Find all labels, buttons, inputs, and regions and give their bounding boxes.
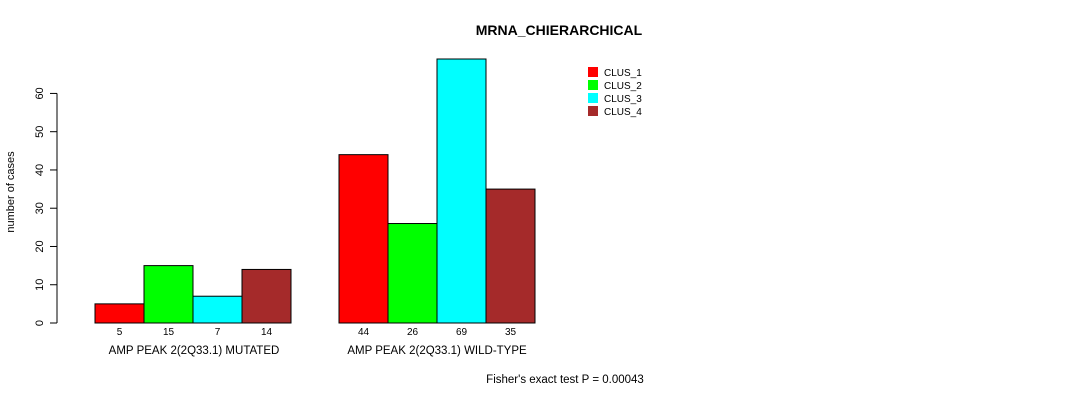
bars xyxy=(94,58,536,324)
legend-label-clus-3: CLUS_3 xyxy=(604,94,642,105)
bar-clus-1-mutated xyxy=(94,303,145,324)
y-tick-label: 60 xyxy=(34,87,46,99)
bar-clus-3-mutated xyxy=(192,295,243,324)
bar-clus-2-wild-type xyxy=(387,223,438,324)
bar-value-label: 44 xyxy=(358,327,370,338)
bar-value-label: 14 xyxy=(261,327,273,338)
y-tick-label: 0 xyxy=(34,320,46,326)
y-tick-label: 50 xyxy=(34,126,46,138)
bar-clus-4-mutated xyxy=(241,268,292,324)
bar-clus-4-wild-type xyxy=(485,188,536,324)
legend-label-clus-4: CLUS_4 xyxy=(604,107,642,118)
y-tick-label: 30 xyxy=(34,202,46,214)
y-axis: 0 10 20 30 40 50 60 xyxy=(34,87,58,326)
fisher-test-annotation: Fisher's exact test P = 0.00043 xyxy=(486,374,644,386)
legend-swatch-clus-1 xyxy=(588,67,598,77)
bar-clus-1-wild-type xyxy=(338,154,389,324)
bar-value-label: 7 xyxy=(215,327,221,338)
y-tick-label: 20 xyxy=(34,240,46,252)
x-group-label-wild-type: AMP PEAK 2(2Q33.1) WILD-TYPE xyxy=(347,345,527,357)
y-axis-label: number of cases xyxy=(5,151,17,233)
legend: CLUS_1 CLUS_2 CLUS_3 CLUS_4 xyxy=(588,67,642,118)
bar-value-labels: 5 15 7 14 44 26 69 35 xyxy=(117,327,517,338)
y-tick-label: 40 xyxy=(34,164,46,176)
bar-clus-2-mutated xyxy=(143,265,194,324)
bar-value-label: 15 xyxy=(163,327,175,338)
bar-value-label: 26 xyxy=(407,327,419,338)
bar-clus-3-wild-type xyxy=(436,58,487,324)
legend-swatch-clus-4 xyxy=(588,106,598,116)
legend-swatch-clus-2 xyxy=(588,80,598,90)
bar-value-label: 69 xyxy=(456,327,468,338)
legend-label-clus-2: CLUS_2 xyxy=(604,81,642,92)
x-group-label-mutated: AMP PEAK 2(2Q33.1) MUTATED xyxy=(109,345,280,357)
bar-value-label: 35 xyxy=(505,327,517,338)
y-tick-label: 10 xyxy=(34,279,46,291)
bar-value-label: 5 xyxy=(117,327,123,338)
legend-swatch-clus-3 xyxy=(588,93,598,103)
legend-label-clus-1: CLUS_1 xyxy=(604,68,642,79)
chart-title: MRNA_CHIERARCHICAL xyxy=(476,22,643,38)
